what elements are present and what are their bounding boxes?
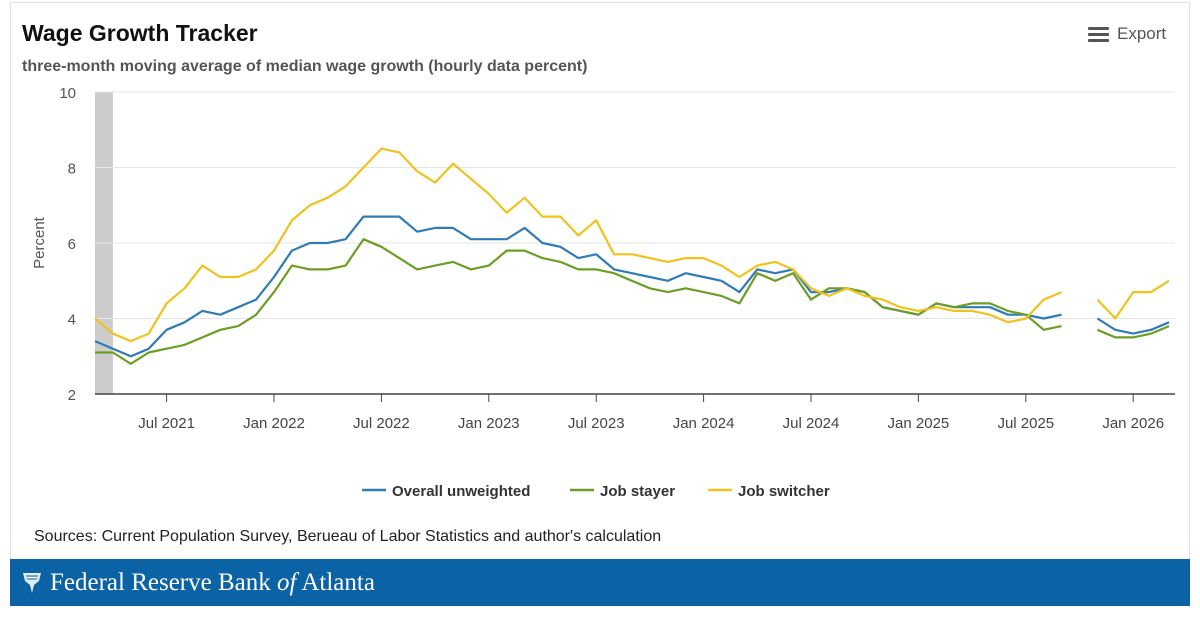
footer-logo-text: Federal Reserve Bank of Atlanta [50, 568, 375, 596]
x-tick-label: Jan 2025 [888, 415, 950, 432]
x-tick-label: Jul 2025 [997, 415, 1054, 432]
fed-eagle-logo-icon [23, 572, 41, 593]
export-label: Export [1117, 24, 1167, 43]
hamburger-menu-icon [1088, 26, 1109, 42]
y-tick-label: 4 [68, 312, 76, 329]
x-tick-label: Jul 2022 [353, 415, 410, 432]
x-tick-label: Jan 2023 [458, 415, 520, 432]
y-tick-label: 2 [68, 387, 76, 404]
legend-item[interactable]: Job stayer [600, 483, 675, 500]
x-tick-label: Jan 2024 [673, 415, 735, 432]
legend-item[interactable]: Overall unweighted [392, 483, 530, 500]
legend-item[interactable]: Job switcher [738, 483, 830, 500]
footer-banner: Federal Reserve Bank of Atlanta [10, 559, 1190, 606]
y-tick-label: 8 [68, 161, 76, 178]
x-tick-label: Jan 2022 [243, 415, 305, 432]
x-tick-label: Jan 2026 [1102, 415, 1164, 432]
y-tick-label: 10 [59, 85, 76, 102]
chart-subtitle: three-month moving average of median wag… [22, 58, 588, 75]
source-note: Sources: Current Population Survey, Beru… [34, 528, 662, 545]
series-line-job-stayer [95, 238, 1170, 365]
series-line-overall-unweighted [94, 215, 1170, 358]
chart-title: Wage Growth Tracker [22, 20, 258, 46]
x-tick-label: Jul 2023 [568, 415, 625, 432]
export-button[interactable]: Export [1088, 24, 1166, 44]
y-axis-label: Percent [31, 216, 48, 269]
x-tick-label: Jul 2024 [783, 415, 840, 432]
series-line-job-switcher [94, 147, 1170, 343]
x-tick-label: Jul 2021 [138, 415, 195, 432]
y-tick-label: 6 [68, 236, 76, 253]
